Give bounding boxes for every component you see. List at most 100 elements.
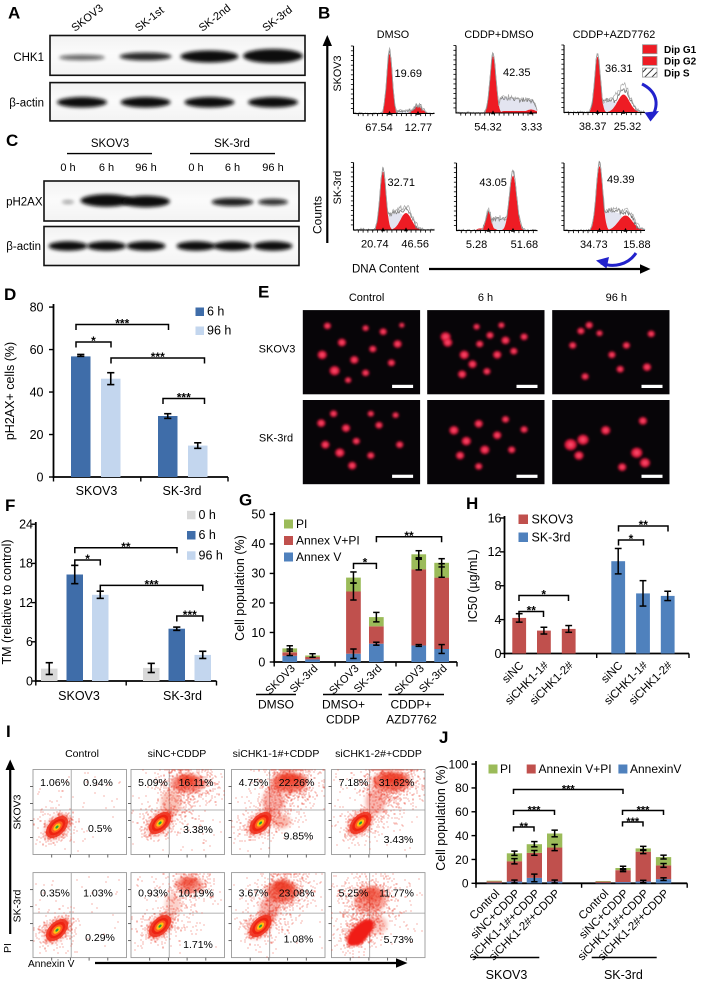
svg-text:54.32: 54.32 — [474, 122, 502, 134]
svg-text:31.62%: 31.62% — [379, 777, 415, 789]
svg-text:22.26%: 22.26% — [279, 777, 315, 789]
svg-text:Annex V: Annex V — [296, 550, 341, 564]
svg-text:***: *** — [151, 350, 165, 364]
svg-text:I: I — [6, 722, 11, 741]
svg-text:Annexin V: Annexin V — [28, 959, 75, 970]
svg-text:12: 12 — [488, 545, 502, 559]
svg-text:16: 16 — [488, 511, 502, 525]
svg-text:PI: PI — [296, 517, 307, 531]
svg-text:6 h: 6 h — [99, 162, 114, 174]
svg-text:0.5%: 0.5% — [88, 823, 112, 835]
svg-text:**: ** — [404, 529, 414, 543]
svg-text:Control: Control — [349, 292, 384, 304]
svg-text:60: 60 — [30, 343, 44, 357]
svg-text:siCHK1-1#+CDDP: siCHK1-1#+CDDP — [233, 748, 320, 760]
svg-text:siCHK1-2#+CDDP: siCHK1-2#+CDDP — [335, 748, 422, 760]
svg-text:TM (relative to control): TM (relative to control) — [0, 539, 14, 664]
svg-text:6 h: 6 h — [225, 162, 240, 174]
svg-text:***: *** — [115, 317, 129, 331]
svg-text:CDDP: CDDP — [326, 713, 360, 727]
svg-text:96 h: 96 h — [207, 324, 231, 338]
svg-text:SK-3rd: SK-3rd — [163, 484, 202, 498]
svg-text:19.69: 19.69 — [395, 68, 423, 80]
svg-text:60: 60 — [455, 805, 469, 819]
svg-text:3.33: 3.33 — [521, 122, 542, 134]
svg-text:Annex V+PI: Annex V+PI — [296, 534, 360, 548]
svg-text:43.05: 43.05 — [479, 177, 507, 189]
svg-text:50: 50 — [251, 508, 265, 522]
svg-text:6 h: 6 h — [478, 292, 493, 304]
svg-text:5.73%: 5.73% — [384, 934, 414, 946]
svg-text:10.19%: 10.19% — [178, 888, 214, 900]
svg-text:0 h: 0 h — [60, 162, 75, 174]
svg-text:40: 40 — [455, 829, 469, 843]
svg-text:Control: Control — [65, 748, 99, 760]
svg-text:***: *** — [562, 784, 576, 796]
svg-text:0: 0 — [26, 674, 33, 688]
svg-text:SK-3rd: SK-3rd — [214, 138, 250, 150]
svg-text:SK-3rd: SK-3rd — [604, 968, 643, 982]
svg-text:B: B — [318, 4, 330, 23]
svg-text:SK-3rd: SK-3rd — [532, 531, 571, 545]
svg-text:SK-3rd: SK-3rd — [163, 689, 202, 703]
svg-text:AZD7762: AZD7762 — [386, 713, 437, 727]
svg-text:16.11%: 16.11% — [179, 777, 214, 789]
svg-text:D: D — [4, 285, 16, 304]
svg-text:3.67%: 3.67% — [239, 888, 269, 900]
svg-text:F: F — [5, 496, 15, 515]
svg-text:15.88: 15.88 — [623, 239, 651, 251]
svg-text:1.71%: 1.71% — [183, 939, 213, 951]
svg-text:11.77%: 11.77% — [379, 888, 414, 900]
svg-text:20: 20 — [455, 853, 469, 867]
svg-text:0 h: 0 h — [199, 508, 216, 522]
svg-text:23.08%: 23.08% — [279, 888, 315, 900]
svg-text:30: 30 — [251, 567, 265, 581]
svg-text:5.25%: 5.25% — [339, 888, 369, 900]
svg-text:8: 8 — [495, 579, 502, 593]
svg-text:6: 6 — [26, 635, 33, 649]
svg-text:SKOV3: SKOV3 — [12, 794, 24, 829]
svg-text:C: C — [6, 131, 18, 150]
svg-text:32.71: 32.71 — [388, 177, 416, 189]
svg-text:G: G — [239, 491, 252, 510]
svg-text:46.56: 46.56 — [401, 239, 429, 251]
svg-text:*: * — [91, 334, 96, 348]
svg-text:SK-3rd: SK-3rd — [332, 171, 344, 205]
svg-text:12: 12 — [19, 596, 33, 610]
svg-text:80: 80 — [30, 300, 44, 314]
svg-text:***: *** — [145, 578, 159, 592]
svg-text:5.09%: 5.09% — [138, 777, 168, 789]
svg-text:***: *** — [528, 805, 542, 817]
svg-text:4.75%: 4.75% — [239, 777, 269, 789]
svg-text:0.29%: 0.29% — [85, 932, 115, 944]
svg-text:34.73: 34.73 — [580, 239, 608, 251]
svg-text:100: 100 — [448, 757, 468, 771]
svg-text:0.94%: 0.94% — [83, 777, 113, 789]
svg-text:96 h: 96 h — [262, 162, 283, 174]
svg-text:40: 40 — [30, 385, 44, 399]
svg-text:***: *** — [626, 816, 640, 828]
svg-text:DMSO+: DMSO+ — [322, 698, 365, 712]
svg-text:PI: PI — [2, 943, 14, 953]
svg-text:**: ** — [519, 821, 528, 833]
svg-text:DMSO: DMSO — [258, 698, 294, 712]
svg-text:***: *** — [637, 805, 651, 817]
svg-text:***: *** — [177, 391, 191, 405]
svg-text:E: E — [258, 283, 269, 302]
svg-text:J: J — [439, 728, 448, 747]
svg-text:**: ** — [527, 604, 537, 618]
svg-text:**: ** — [121, 540, 131, 554]
svg-text:9.85%: 9.85% — [284, 831, 314, 843]
svg-text:36.31: 36.31 — [605, 63, 633, 75]
svg-text:**: ** — [639, 518, 649, 532]
svg-text:20.74: 20.74 — [361, 239, 389, 251]
svg-text:siNC+CDDP: siNC+CDDP — [148, 748, 207, 760]
svg-text:0: 0 — [37, 470, 44, 484]
svg-text:49.39: 49.39 — [607, 174, 635, 186]
svg-text:67.54: 67.54 — [365, 122, 393, 134]
svg-text:PI: PI — [500, 762, 511, 776]
svg-text:1.08%: 1.08% — [284, 934, 314, 946]
svg-text:H: H — [466, 494, 478, 513]
svg-text:Dip G2: Dip G2 — [664, 57, 697, 68]
svg-text:0: 0 — [495, 647, 502, 661]
